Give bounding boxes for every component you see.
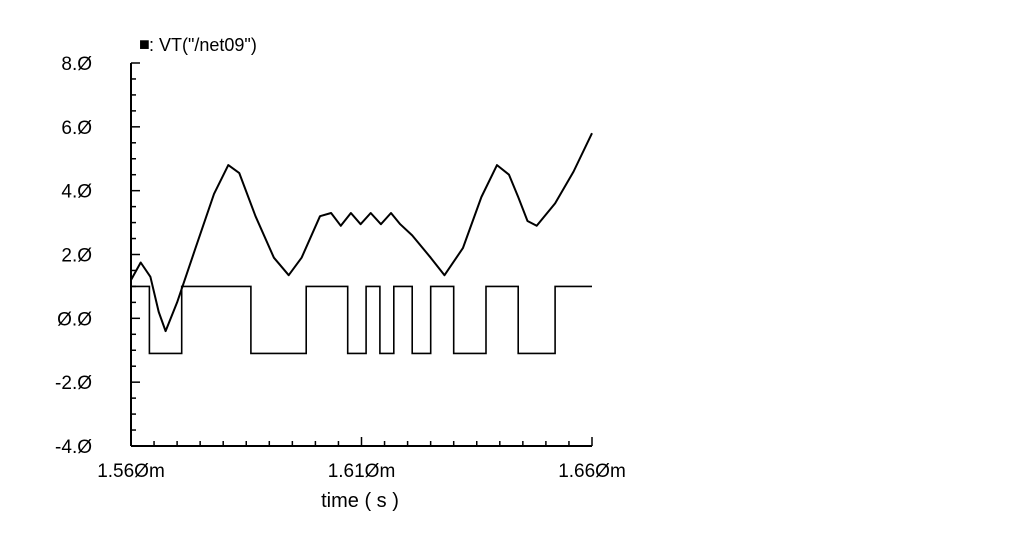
- x-tick-label: 1.61Øm: [328, 461, 396, 482]
- series-line-analog: [130, 132, 593, 333]
- y-tick-label: -2.Ø: [55, 373, 92, 394]
- axes: 8.Ø 6.Ø 4.Ø 2.Ø Ø.Ø -2.Ø -4.Ø1.56Øm 1.61Øm 1.66Ø…: [55, 54, 626, 482]
- y-tick-label: Ø.Ø: [57, 309, 92, 330]
- y-tick-label: 8.Ø: [61, 54, 92, 75]
- y-tick-label: 4.Ø: [61, 182, 92, 203]
- y-tick-label: 6.Ø: [61, 118, 92, 139]
- y-tick-label: -4.Ø: [55, 437, 92, 458]
- x-tick-label: 1.66Øm: [558, 461, 626, 482]
- legend: ■ : VT("/net09"): [139, 34, 257, 55]
- x-axis-label: time ( s ): [321, 490, 399, 512]
- series-layer: [130, 132, 593, 355]
- legend-label: : VT("/net09"): [149, 35, 257, 55]
- x-tick-label: 1.56Øm: [97, 461, 165, 482]
- series-line-digital: [131, 285, 592, 355]
- y-tick-label: 2.Ø: [61, 246, 92, 267]
- legend-marker: ■: [139, 34, 150, 54]
